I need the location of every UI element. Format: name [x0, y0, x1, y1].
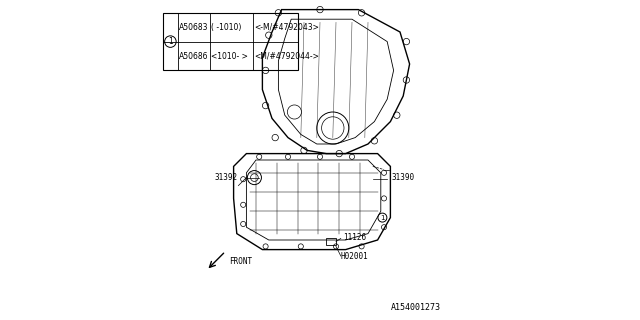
Text: H02001: H02001 [340, 252, 368, 261]
Bar [163, 13, 298, 70]
Text: 11126: 11126 [343, 233, 366, 242]
Text: A50686: A50686 [179, 52, 209, 60]
Text: <1010- >: <1010- > [211, 52, 248, 60]
Text: 31392: 31392 [214, 173, 237, 182]
Text: 31390: 31390 [391, 173, 414, 182]
Text: 1: 1 [168, 37, 173, 46]
Text: <-M/#4792043>: <-M/#4792043> [255, 23, 319, 32]
Text: ( -1010): ( -1010) [211, 23, 241, 32]
Text: A154001273: A154001273 [390, 303, 440, 312]
Text: FRONT: FRONT [229, 257, 252, 266]
Text: 1: 1 [380, 215, 385, 220]
Text: <M/#4792044->: <M/#4792044-> [255, 52, 319, 60]
Bar [326, 238, 336, 245]
Text: A50683: A50683 [179, 23, 209, 32]
